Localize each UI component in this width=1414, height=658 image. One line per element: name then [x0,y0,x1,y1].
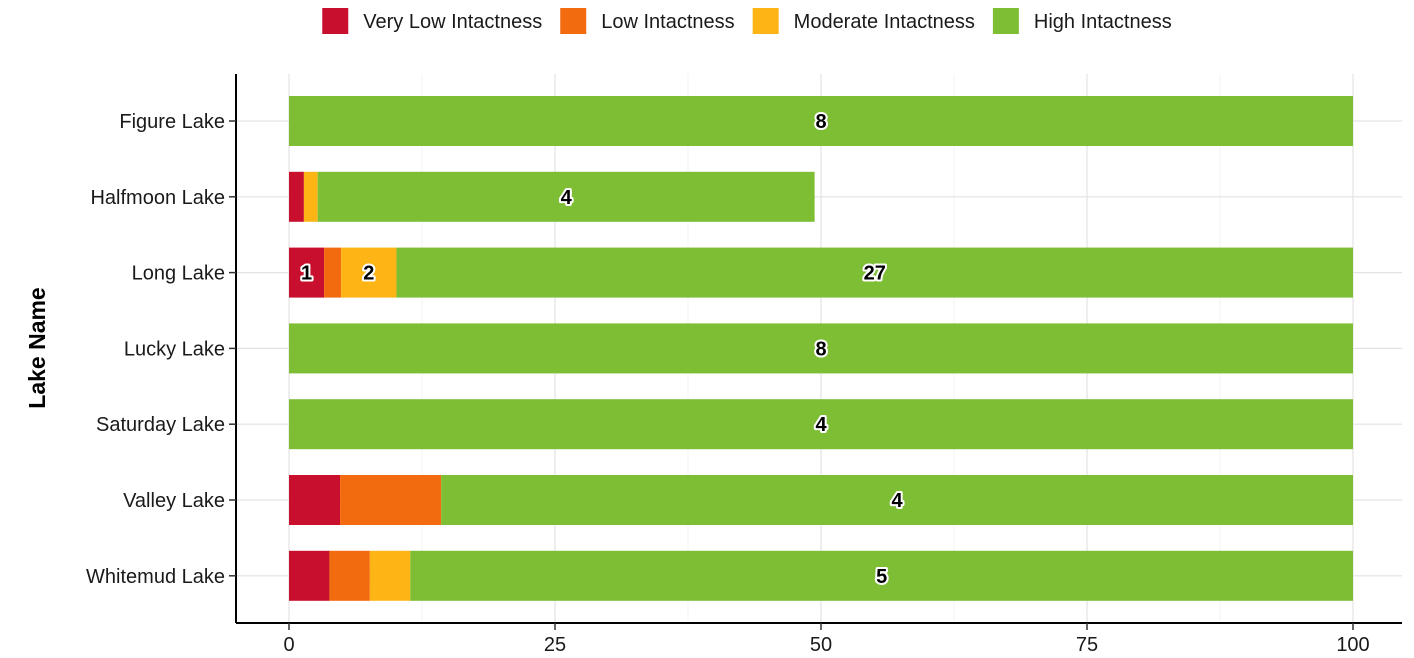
segment-label: 27 [864,263,886,285]
segment-label: 1 [301,263,312,285]
segment-label: 8 [815,338,826,360]
x-tick-label: 50 [810,634,832,656]
y-tick-label: Saturday Lake [96,414,225,436]
y-tick-label: Valley Lake [123,490,225,512]
y-tick-label: Halfmoon Lake [90,187,225,209]
bar-segment [441,475,1354,525]
bar-segment [396,247,1353,298]
bar-segment [289,247,325,298]
legend-swatch [560,8,587,34]
segment-label: 4 [892,490,904,512]
bar-segment [369,550,411,601]
bar-segment [289,550,330,601]
bar-segment [317,171,815,222]
bar-segment [289,399,1353,450]
bar-segment [289,475,341,525]
legend-label: Low Intactness [601,11,734,33]
segment-label: 8 [815,111,826,133]
bar-segment [410,550,1353,601]
x-tick-label: 75 [1076,634,1098,656]
segment-label: 2 [363,263,374,285]
segment-labels: 8 4 1 2 27 8 4 4 5 [299,109,906,590]
y-axis-ticks: Figure Lake Halfmoon Lake Long Lake Lucky L… [86,111,236,588]
y-axis-title: Lake Name [24,287,50,408]
y-tick-label: Figure Lake [119,111,225,133]
x-tick-label: 25 [544,634,566,656]
bar-segment [289,323,1353,374]
segment-label: 4 [815,414,827,436]
legend-label: High Intactness [1034,11,1172,33]
bar-segment [289,171,304,222]
x-tick-label: 0 [283,634,294,656]
bars [289,96,1354,601]
segment-label: 4 [561,187,573,209]
legend-swatch [992,8,1019,34]
x-axis-ticks: 0 25 50 75 100 [283,623,1370,656]
x-tick-label: 100 [1336,634,1369,656]
y-tick-label: Lucky Lake [124,338,225,360]
bar-segment [303,171,318,222]
y-tick-label: Whitemud Lake [86,566,225,588]
bar-segment [329,550,370,601]
legend-label: Very Low Intactness [363,11,542,33]
bar-segment [324,247,342,298]
legend-swatch [322,8,349,34]
legend-swatch [752,8,779,34]
y-tick-label: Long Lake [132,263,225,285]
segment-label: 5 [876,566,887,588]
legend-label: Moderate Intactness [794,11,975,33]
bar-segment [340,475,442,525]
bar-segment [289,96,1353,146]
legend: Very Low Intactness Low Intactness Moderat… [322,8,1172,34]
bar-segment [341,247,397,298]
